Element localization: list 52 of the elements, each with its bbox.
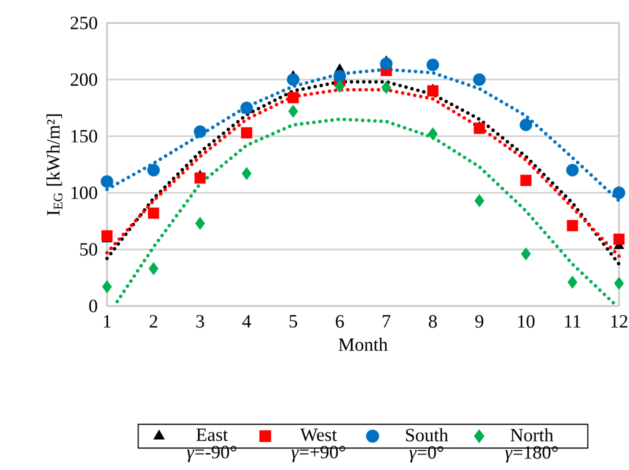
x-tick-label: 8 <box>428 315 437 328</box>
point <box>428 128 438 140</box>
point <box>520 174 532 186</box>
point <box>520 118 532 132</box>
x-tick-label: 2 <box>150 315 158 328</box>
point <box>474 122 485 134</box>
point <box>148 208 160 219</box>
point <box>288 104 298 118</box>
point <box>613 234 625 245</box>
point <box>473 73 486 86</box>
point <box>568 276 578 289</box>
point <box>380 57 393 70</box>
y-tick-label: 250 <box>70 16 98 30</box>
x-tick-label: 3 <box>196 315 204 328</box>
y-tick-label: 150 <box>71 130 98 142</box>
x-axis-title: Month <box>338 338 388 351</box>
x-tick-label: 9 <box>475 315 484 328</box>
y-tick-label: 200 <box>70 73 98 86</box>
point <box>242 167 252 180</box>
point <box>426 58 440 72</box>
x-tick-label: 12 <box>611 315 628 328</box>
point <box>100 175 114 188</box>
point <box>195 216 205 230</box>
point <box>521 248 531 260</box>
point <box>566 220 578 232</box>
point <box>240 102 253 114</box>
point <box>333 70 346 82</box>
x-tick-label: 11 <box>565 315 580 328</box>
point <box>381 81 392 94</box>
x-tick-label: 1 <box>104 315 111 328</box>
point <box>286 73 300 86</box>
y-tick-label: 100 <box>71 186 98 200</box>
point <box>241 127 252 138</box>
point <box>288 92 299 104</box>
point <box>194 125 206 138</box>
point <box>427 85 438 97</box>
point <box>148 262 158 276</box>
point <box>102 280 112 294</box>
point <box>474 194 484 208</box>
point <box>194 172 206 184</box>
y-axis-title: I$_{EG}$ [kWh/m²] <box>46 114 62 216</box>
y-tick-label: 50 <box>80 243 98 256</box>
point <box>566 164 579 176</box>
point <box>334 80 345 93</box>
x-tick-label: 4 <box>242 315 252 328</box>
point <box>101 230 113 242</box>
x-tick-label: 7 <box>382 315 390 328</box>
point <box>147 164 160 176</box>
x-tick-label: 10 <box>518 315 535 328</box>
x-tick-label: 5 <box>290 315 298 328</box>
y-tick-label: 0 <box>89 300 98 312</box>
x-tick-label: 6 <box>336 315 344 328</box>
